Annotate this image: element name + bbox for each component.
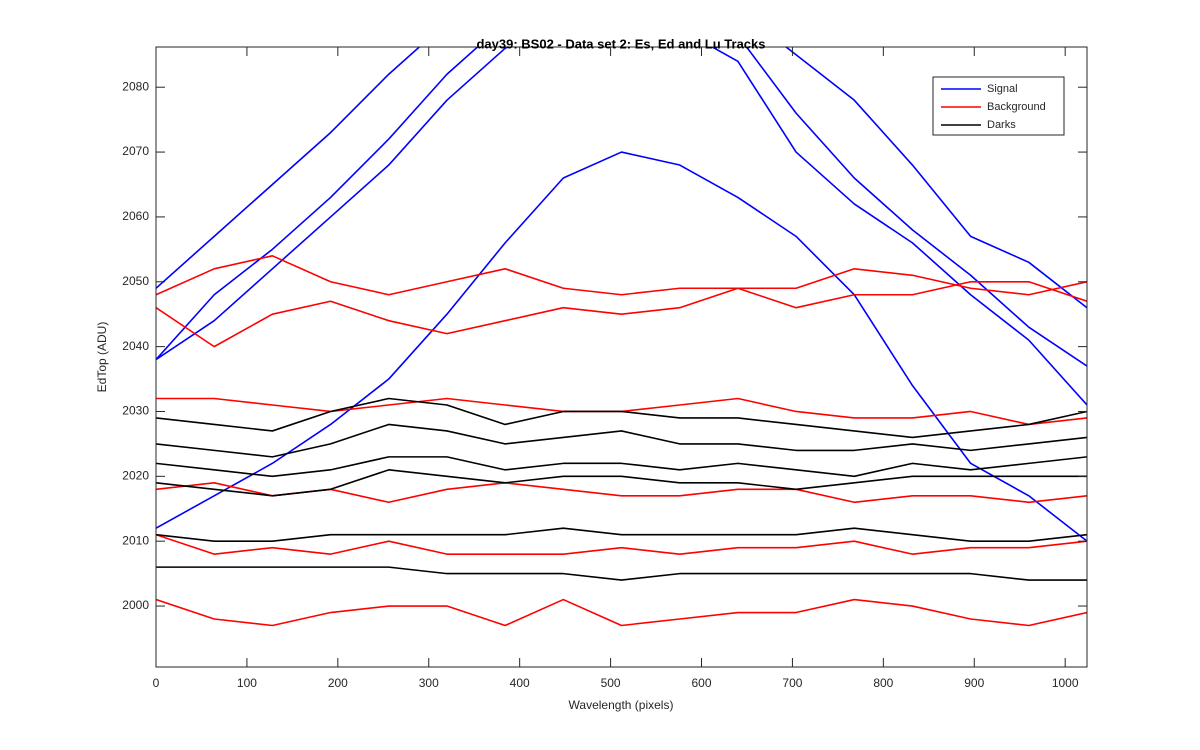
tracks (156, 47, 1087, 627)
track-line (156, 255, 1087, 296)
track-line (156, 47, 1087, 406)
track-line (156, 456, 1087, 478)
chart-title: day39: BS02 - Data set 2: Es, Ed and Lu … (476, 36, 765, 51)
x-tick-label: 200 (328, 676, 348, 690)
x-tick-label: 0 (153, 676, 160, 690)
y-tick-label: 2010 (122, 533, 149, 547)
x-tick-label: 700 (782, 676, 802, 690)
y-tick-label: 2040 (122, 339, 149, 353)
track-line (156, 527, 1087, 542)
axes: 0 100 200 300 400 500 600 700 800 900 1000 2000 2010… (122, 47, 1087, 690)
y-tick-label: 2060 (122, 209, 149, 223)
x-tick-label: 1000 (1052, 676, 1079, 690)
track-line (156, 533, 1087, 555)
y-tick-label: 2000 (122, 598, 149, 612)
track-line (156, 47, 1087, 367)
y-tick-label: 2080 (122, 79, 149, 93)
y-tick-label: 2050 (122, 274, 149, 288)
x-tick-label: 400 (510, 676, 530, 690)
x-tick-label: 100 (237, 676, 257, 690)
track-line (156, 469, 1087, 497)
track-line (156, 598, 1087, 627)
y-tick-label: 2020 (122, 469, 149, 483)
x-tick-label: 600 (691, 676, 711, 690)
x-tick-label: 500 (601, 676, 621, 690)
axes-box (155, 46, 1088, 668)
x-tick-label: 900 (964, 676, 984, 690)
legend-label: Background (987, 101, 1046, 113)
track-line (156, 280, 1087, 348)
track-line (156, 151, 1087, 542)
track-line (156, 397, 1087, 439)
x-tick-label: 800 (873, 676, 893, 690)
y-axis-label: EdTop (ADU) (95, 322, 109, 393)
x-tick-label: 300 (419, 676, 439, 690)
track-line (156, 47, 1087, 309)
y-tick-label: 2070 (122, 144, 149, 158)
y-tick-label: 2030 (122, 404, 149, 418)
legend: Signal Background Darks (932, 76, 1065, 136)
track-line (156, 423, 1087, 458)
x-axis-label: Wavelength (pixels) (569, 698, 674, 712)
track-line (156, 566, 1087, 581)
legend-label: Signal (987, 83, 1018, 95)
legend-label: Darks (987, 119, 1016, 131)
